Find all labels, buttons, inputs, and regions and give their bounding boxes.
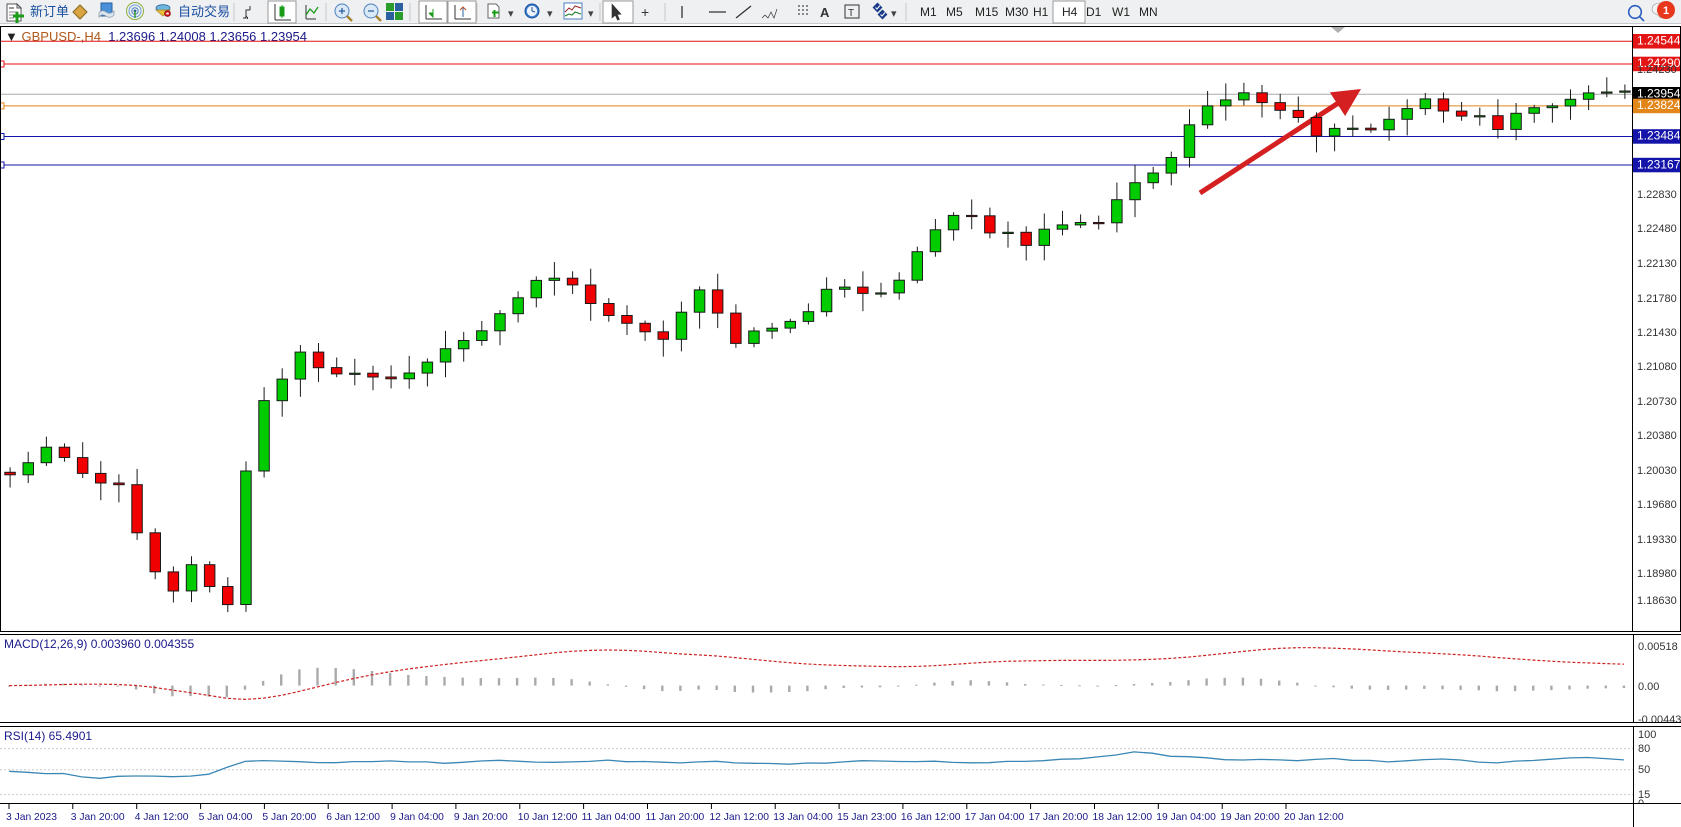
- svg-text:H1: H1: [1033, 5, 1049, 19]
- svg-text:D1: D1: [1086, 5, 1102, 19]
- svg-text:1.20730: 1.20730: [1637, 396, 1677, 408]
- svg-text:A: A: [820, 5, 830, 20]
- svg-text:MN: MN: [1139, 5, 1158, 19]
- svg-text:自动交易: 自动交易: [178, 4, 230, 19]
- svg-text:50: 50: [1638, 764, 1650, 776]
- svg-text:▾: ▾: [508, 8, 514, 20]
- svg-text:1.18630: 1.18630: [1637, 595, 1677, 607]
- svg-text:5 Jan 04:00: 5 Jan 04:00: [199, 812, 253, 823]
- svg-text:M15: M15: [975, 5, 999, 19]
- svg-text:15 Jan 23:00: 15 Jan 23:00: [837, 812, 897, 823]
- svg-text:1.23484: 1.23484: [1637, 129, 1681, 143]
- svg-text:80: 80: [1638, 743, 1650, 755]
- svg-text:5 Jan 20:00: 5 Jan 20:00: [262, 812, 316, 823]
- svg-text:1.22130: 1.22130: [1637, 258, 1677, 270]
- svg-text:新订单: 新订单: [30, 4, 69, 19]
- svg-text:M5: M5: [946, 5, 963, 19]
- svg-text:4 Jan 12:00: 4 Jan 12:00: [135, 812, 189, 823]
- svg-text:0.00518: 0.00518: [1638, 641, 1678, 653]
- svg-text:9 Jan 04:00: 9 Jan 04:00: [390, 812, 444, 823]
- svg-text:10 Jan 12:00: 10 Jan 12:00: [518, 812, 578, 823]
- svg-text:13 Jan 04:00: 13 Jan 04:00: [773, 812, 833, 823]
- svg-text:1.20030: 1.20030: [1637, 465, 1677, 477]
- svg-text:▾: ▾: [547, 8, 553, 20]
- svg-text:1.23167: 1.23167: [1637, 157, 1681, 171]
- svg-text:1.19680: 1.19680: [1637, 499, 1677, 511]
- svg-text:11 Jan 20:00: 11 Jan 20:00: [646, 812, 705, 823]
- svg-text:1.22480: 1.22480: [1637, 223, 1677, 235]
- svg-text:3 Jan 2023: 3 Jan 2023: [6, 812, 57, 823]
- svg-text:1.20380: 1.20380: [1637, 430, 1677, 442]
- svg-text:1.22830: 1.22830: [1637, 189, 1677, 201]
- svg-text:17 Jan 04:00: 17 Jan 04:00: [965, 812, 1025, 823]
- svg-text:1.23824: 1.23824: [1637, 98, 1681, 112]
- svg-text:17 Jan 20:00: 17 Jan 20:00: [1029, 812, 1089, 823]
- svg-text:12 Jan 12:00: 12 Jan 12:00: [709, 812, 769, 823]
- svg-text:1: 1: [1663, 5, 1669, 17]
- svg-text:9 Jan 20:00: 9 Jan 20:00: [454, 812, 508, 823]
- svg-text:M1: M1: [920, 5, 937, 19]
- svg-text:1.19330: 1.19330: [1637, 534, 1677, 546]
- svg-text:1.24544: 1.24544: [1637, 34, 1681, 48]
- svg-text:T: T: [848, 8, 854, 19]
- svg-text:1.24230: 1.24230: [1637, 64, 1677, 76]
- svg-text:1.21080: 1.21080: [1637, 361, 1677, 373]
- svg-text:18 Jan 12:00: 18 Jan 12:00: [1093, 812, 1153, 823]
- svg-text:19 Jan 04:00: 19 Jan 04:00: [1156, 812, 1216, 823]
- svg-text:11 Jan 04:00: 11 Jan 04:00: [582, 812, 641, 823]
- svg-text:1.21780: 1.21780: [1637, 293, 1677, 305]
- svg-text:W1: W1: [1112, 5, 1130, 19]
- svg-text:100: 100: [1638, 729, 1656, 741]
- svg-text:1.18980: 1.18980: [1637, 568, 1677, 580]
- svg-text:M30: M30: [1005, 5, 1029, 19]
- svg-text:▾: ▾: [588, 8, 594, 20]
- svg-text:3 Jan 20:00: 3 Jan 20:00: [71, 812, 125, 823]
- svg-text:19 Jan 20:00: 19 Jan 20:00: [1220, 812, 1280, 823]
- svg-text:1.21430: 1.21430: [1637, 327, 1677, 339]
- svg-text:H4: H4: [1062, 5, 1078, 19]
- svg-text:16 Jan 12:00: 16 Jan 12:00: [901, 812, 961, 823]
- svg-text:▾: ▾: [891, 8, 897, 20]
- svg-text:-0.004439: -0.004439: [1638, 714, 1681, 723]
- svg-text:0.00: 0.00: [1638, 681, 1659, 693]
- svg-text:20 Jan 12:00: 20 Jan 12:00: [1284, 812, 1344, 823]
- svg-text:6 Jan 12:00: 6 Jan 12:00: [326, 812, 380, 823]
- svg-text:+: +: [641, 4, 649, 20]
